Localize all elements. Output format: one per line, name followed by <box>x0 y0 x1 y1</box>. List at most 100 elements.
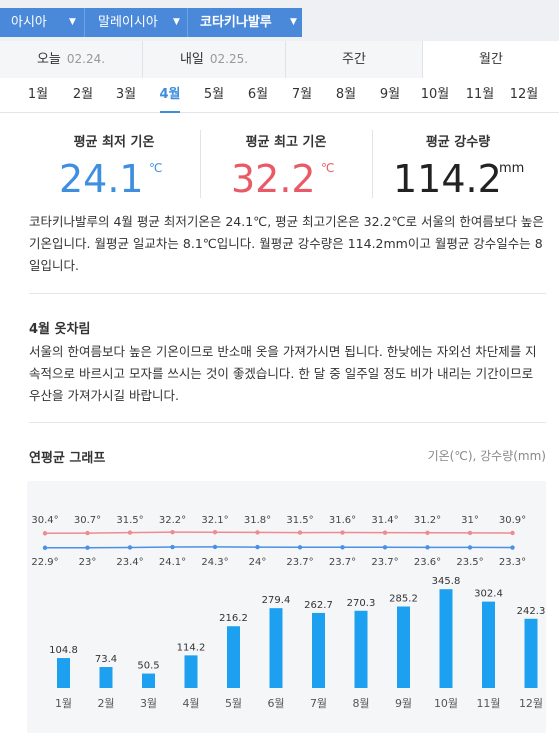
breadcrumb-item-kota-kinabalu[interactable]: 코타키나발루 ▼ <box>200 8 300 37</box>
max-temp-label: 30.4° <box>31 515 58 526</box>
month-tab[interactable]: 2월 <box>72 87 94 102</box>
month-tab[interactable]: 12월 <box>509 87 539 102</box>
month-tab[interactable]: 7월 <box>291 87 313 102</box>
max-temp-point <box>127 530 133 535</box>
month-tab[interactable]: 1월 <box>27 87 49 102</box>
x-tick-label: 9월 <box>395 697 412 710</box>
max-temp-label: 32.1° <box>201 515 228 526</box>
min-temp-point <box>42 545 48 550</box>
clothing-advice: 서울의 한여름보다 높은 기온이므로 반소매 옷을 가져가시면 됩니다. 한낮에… <box>29 344 537 403</box>
max-temp-label: 30.7° <box>74 515 101 526</box>
caret-down-icon: ▼ <box>69 17 76 27</box>
max-temp-label: 30.9° <box>499 515 526 526</box>
precipitation-bar <box>184 655 198 688</box>
month-tab[interactable]: 6월 <box>247 87 269 102</box>
x-tick-label: 1월 <box>55 697 72 710</box>
precipitation-bar <box>227 626 240 688</box>
max-temp-point <box>297 530 303 535</box>
precipitation-bar <box>524 618 538 688</box>
max-temp-point <box>340 530 345 535</box>
precipitation-label: 285.2 <box>389 594 418 605</box>
breadcrumb-item-asia[interactable]: 아시아 ▼ <box>11 8 76 37</box>
max-temp-label: 31.8° <box>244 515 271 526</box>
tab-tomorrow[interactable]: 내일 02.25. <box>143 41 286 78</box>
stat-unit: ℃ <box>149 161 163 175</box>
monthly-summary: 코타키나발루의 4월 평균 최저기온은 24.1℃, 평균 최고기온은 32.2… <box>29 214 544 273</box>
breadcrumb-label: 말레이시아 <box>98 15 158 30</box>
max-temp-point <box>510 530 515 536</box>
x-tick-label: 6월 <box>267 697 284 710</box>
max-temp-point <box>42 531 48 536</box>
tab-weekly[interactable]: 주간 <box>286 41 423 78</box>
max-temp-label: 31.2° <box>414 515 441 526</box>
min-temp-point <box>85 545 90 550</box>
max-temp-label: 31.5° <box>116 515 143 526</box>
min-temp-label: 23.5° <box>456 557 483 568</box>
max-temp-point <box>170 529 175 535</box>
max-temp-point <box>467 530 473 536</box>
month-tab[interactable]: 10월 <box>420 87 450 102</box>
tab-today[interactable]: 오늘 02.24. <box>0 41 143 78</box>
x-tick-label: 12월 <box>519 697 543 710</box>
precipitation-label: 270.3 <box>347 598 376 609</box>
stat-divider <box>372 130 373 198</box>
caret-down-icon: ▼ <box>290 17 297 27</box>
month-tab[interactable]: 3월 <box>115 87 137 102</box>
precipitation-bar <box>99 667 113 688</box>
x-tick-label: 2월 <box>97 697 114 710</box>
min-temp-label: 24.1° <box>159 557 186 568</box>
min-temp-label: 23.7° <box>286 557 313 568</box>
min-temp-point <box>127 545 133 550</box>
month-tab[interactable]: 9월 <box>379 87 401 102</box>
max-temp-point <box>212 530 218 535</box>
clothing-title: 4월 옷차림 <box>29 322 91 337</box>
month-tab[interactable]: 5월 <box>203 87 225 102</box>
month-tab[interactable]: 11월 <box>465 87 495 102</box>
month-selector: 1월 2월 3월 4월 5월 6월 7월 8월 9월 10월 11월 12월 <box>0 79 559 113</box>
min-temp-point <box>467 545 473 550</box>
avg-min-temp: 평균 최저 기온 24.1 ℃ <box>29 131 199 201</box>
stat-label: 평균 강수량 <box>425 135 491 150</box>
x-tick-label: 7월 <box>310 697 327 710</box>
min-temp-label: 23.4° <box>116 557 143 568</box>
min-temp-label: 23.7° <box>371 557 398 568</box>
precipitation-label: 104.8 <box>49 645 78 656</box>
x-tick-label: 11월 <box>476 697 500 710</box>
annual-chart: 30.4° 30.7° 31.5° 32.2° 32.1° 31.8° 31.5° 31.6°… <box>27 481 546 733</box>
x-tick-label: 10월 <box>434 697 458 710</box>
breadcrumb-divider <box>84 8 85 37</box>
precipitation-bar <box>354 610 368 688</box>
precipitation-label: 279.4 <box>262 595 291 606</box>
min-temp-point <box>510 545 515 550</box>
tab-monthly[interactable]: 월간 <box>423 41 559 78</box>
breadcrumb-item-malaysia[interactable]: 말레이시아 ▼ <box>98 8 186 37</box>
month-tab[interactable]: 4월 <box>148 79 192 113</box>
avg-precipitation: 평균 강수량 114.2 mm <box>373 131 543 201</box>
section-divider <box>29 422 546 423</box>
min-temp-point <box>212 544 218 550</box>
min-temp-label: 24° <box>249 557 267 568</box>
precipitation-bar <box>142 673 155 688</box>
precipitation-label: 302.4 <box>474 589 503 600</box>
precipitation-label: 345.8 <box>432 576 461 587</box>
min-temp-label: 23° <box>79 557 97 568</box>
tab-date: 02.24. <box>66 52 106 66</box>
tab-label: 주간 <box>342 52 366 67</box>
precipitation-bar <box>269 608 283 688</box>
min-temp-point <box>297 545 303 550</box>
x-tick-label: 5월 <box>225 697 242 710</box>
tab-label: 오늘 <box>36 52 61 67</box>
stat-divider <box>200 130 201 198</box>
min-temp-label: 22.9° <box>31 557 58 568</box>
breadcrumb-label: 코타키나발루 <box>200 15 272 30</box>
precipitation-bar <box>397 606 410 688</box>
min-temp-line <box>44 546 513 549</box>
max-temp-point <box>255 530 260 535</box>
stat-value: 32.2 <box>231 157 316 201</box>
max-temp-label: 31.4° <box>371 515 398 526</box>
graph-legend: 기온(℃), 강수량(mm) <box>427 449 546 463</box>
max-temp-point <box>425 530 430 535</box>
breadcrumb-label: 아시아 <box>11 15 47 30</box>
min-temp-label: 23.6° <box>414 557 441 568</box>
month-tab[interactable]: 8월 <box>335 87 357 102</box>
